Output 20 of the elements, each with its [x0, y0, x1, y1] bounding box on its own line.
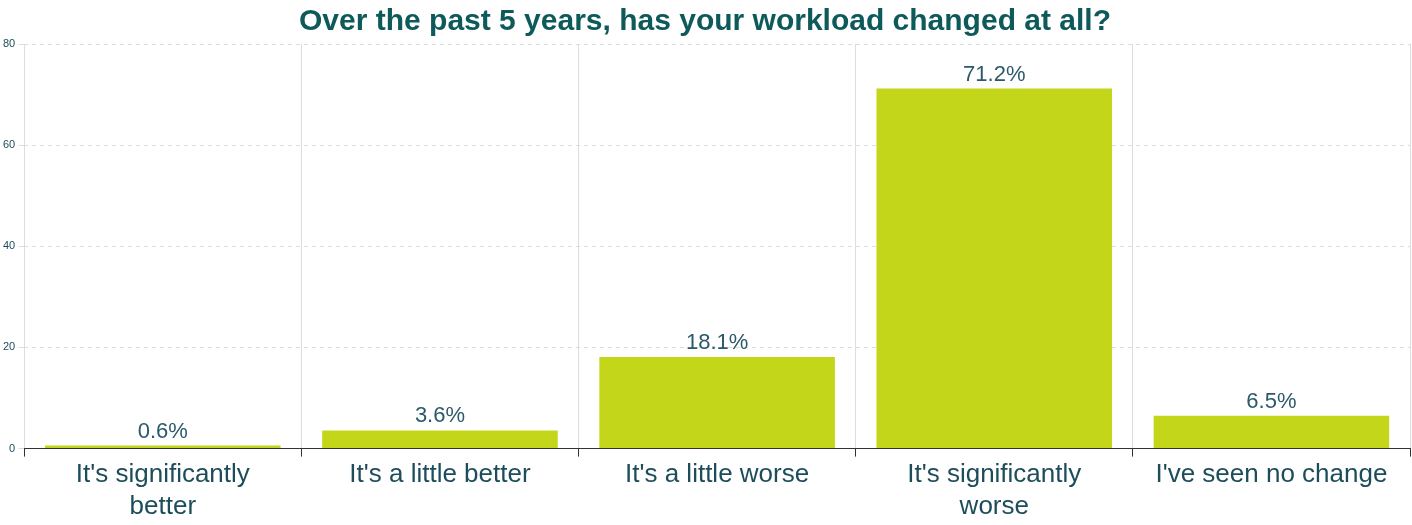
x-tick-label: It's a little worse [625, 458, 810, 489]
y-tick-label: 60 [2, 138, 16, 151]
x-tick-label: It's significantly better [75, 458, 250, 520]
chart-title: Over the past 5 years, has your workload changed at all? [299, 3, 1111, 37]
data-label: 71.2% [963, 60, 1026, 86]
data-label: 6.5% [1246, 387, 1297, 413]
x-tick-label: It's a little better [349, 458, 531, 489]
data-label: 3.6% [414, 402, 466, 428]
x-tick-label: I've seen no change [1155, 458, 1388, 489]
bar [876, 88, 1113, 449]
data-label: 18.1% [685, 329, 749, 355]
x-tick-label: It's significantly worse [907, 458, 1082, 520]
y-tick-label: 20 [2, 340, 16, 353]
y-tick-label: 80 [2, 37, 16, 50]
data-label: 0.6% [137, 417, 188, 443]
bar [322, 430, 558, 449]
bar [599, 357, 835, 449]
y-tick-label: 40 [2, 239, 16, 252]
y-tick-label: 0 [9, 441, 16, 454]
bar [1153, 415, 1390, 449]
